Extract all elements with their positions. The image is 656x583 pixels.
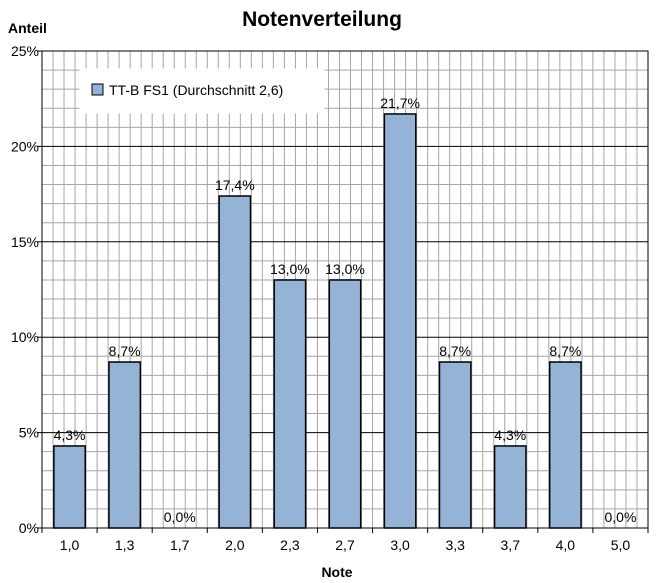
data-label: 4,3% — [494, 427, 526, 443]
data-label: 13,0% — [270, 261, 310, 277]
x-tick-label: 1,3 — [115, 537, 135, 553]
data-label: 17,4% — [215, 177, 255, 193]
legend-swatch — [91, 83, 104, 96]
bar — [438, 361, 472, 529]
data-label: 8,7% — [439, 343, 471, 359]
y-tick-label: 5% — [19, 425, 39, 441]
bar — [548, 361, 582, 529]
x-tick-label: 2,0 — [225, 537, 245, 553]
x-tick-label: 3,0 — [390, 537, 410, 553]
bar — [273, 279, 307, 529]
x-axis-title: Note — [321, 564, 352, 580]
bar — [108, 361, 142, 529]
y-axis-title: Anteil — [8, 20, 47, 36]
x-tick-label: 5,0 — [611, 537, 631, 553]
legend-label: TT-B FS1 (Durchschnitt 2,6) — [109, 82, 283, 98]
y-tick-label: 0% — [19, 520, 39, 536]
bar — [218, 195, 252, 529]
y-tick-label: 10% — [11, 329, 39, 345]
x-tick-label: 2,7 — [335, 537, 355, 553]
x-tick-label: 2,3 — [280, 537, 300, 553]
data-label: 0,0% — [164, 509, 196, 525]
data-label: 4,3% — [54, 427, 86, 443]
data-label: 8,7% — [549, 343, 581, 359]
bar — [383, 113, 417, 529]
legend: TT-B FS1 (Durchschnitt 2,6) — [79, 68, 325, 114]
x-tick-label: 4,0 — [556, 537, 576, 553]
x-tick-label: 1,7 — [170, 537, 190, 553]
plot-area: 0% 5% 10% 15% 20% 25% 1,0 4,3% 1,3 8,7% 1,7 0,0% 2,0… — [11, 43, 649, 553]
legend-box — [79, 68, 325, 114]
y-tick-label: 25% — [11, 43, 39, 59]
data-label: 13,0% — [325, 261, 365, 277]
bar — [328, 279, 362, 529]
x-tick-label: 1,0 — [60, 537, 80, 553]
data-label: 0,0% — [604, 509, 636, 525]
y-tick-label: 20% — [11, 138, 39, 154]
chart-title: Notenverteilung — [242, 8, 402, 31]
x-tick-label: 3,7 — [501, 537, 521, 553]
data-label: 8,7% — [109, 343, 141, 359]
data-label: 21,7% — [380, 95, 420, 111]
bar — [53, 445, 86, 529]
x-tick-label: 3,3 — [445, 537, 465, 553]
y-tick-label: 15% — [11, 234, 39, 250]
bar — [493, 445, 527, 529]
